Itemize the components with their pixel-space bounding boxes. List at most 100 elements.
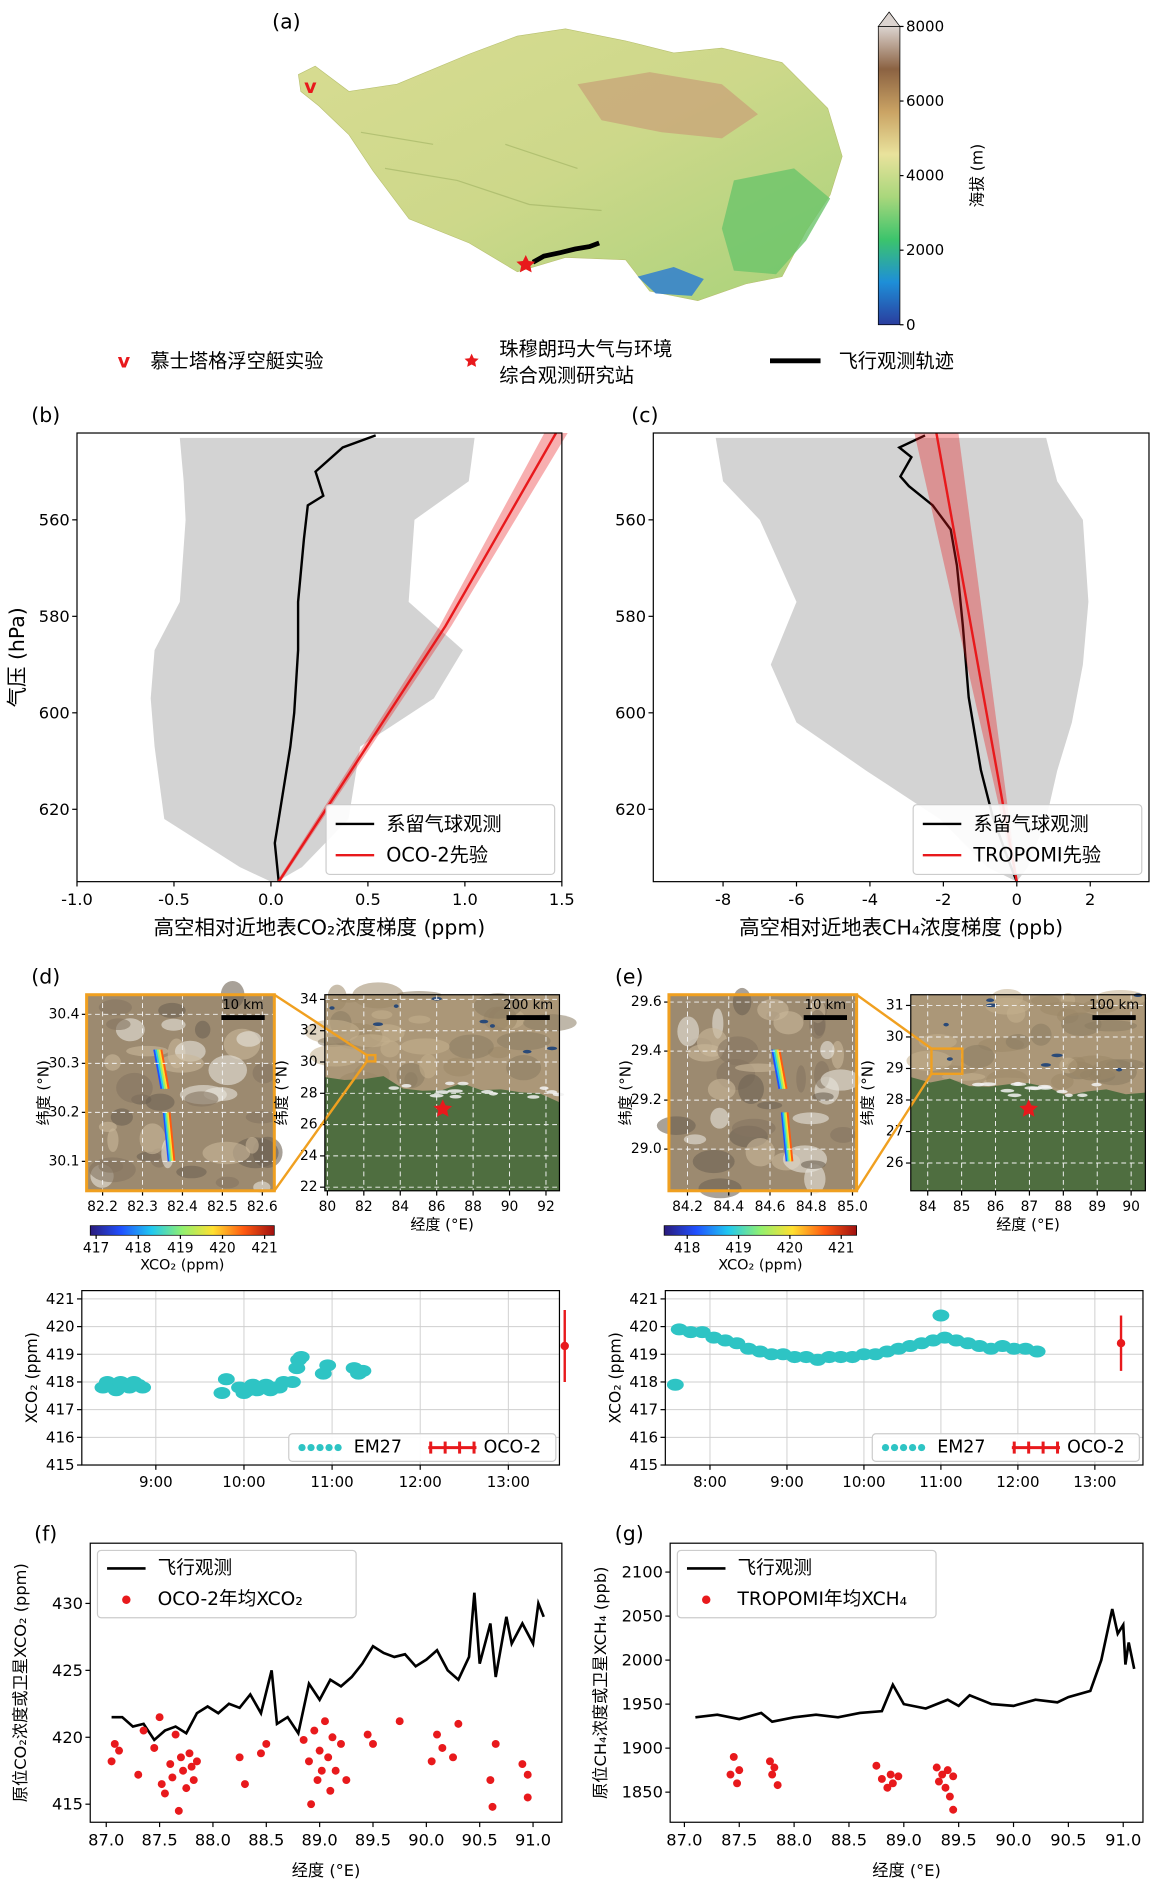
legend-swatch	[307, 1443, 315, 1452]
y-axis-label: 纬度 (°N)	[617, 1060, 635, 1125]
y-axis-label: 纬度 (°N)	[273, 1060, 291, 1125]
satellite-point	[438, 1744, 447, 1752]
legend-swatch	[881, 1443, 890, 1452]
oco2-point	[1116, 1339, 1126, 1348]
x-tick-label: -4	[862, 890, 878, 909]
colorbar-tick-label: 4000	[906, 167, 944, 185]
terrain-patch	[236, 1031, 262, 1047]
satellite-image	[304, 982, 577, 1191]
y-tick-label: 2100	[622, 1563, 663, 1582]
satellite-point	[240, 1780, 249, 1789]
y-tick-label: 30.4	[49, 1006, 80, 1022]
profile-line	[273, 434, 377, 882]
x-tick-label: 89.5	[355, 1831, 391, 1850]
terrain-patch	[176, 1165, 207, 1179]
flight-line	[695, 1608, 1136, 1724]
lowland	[910, 1077, 1146, 1191]
x-tick-label: 89	[1088, 1199, 1106, 1215]
terrain-patch	[419, 1054, 438, 1079]
colorbar-tick-label: 420	[209, 1241, 235, 1257]
satellite-point	[313, 1776, 322, 1785]
y-tick-label: 620	[39, 800, 70, 819]
terrain-patch	[731, 1118, 776, 1138]
envelope	[715, 437, 1089, 882]
em27-point	[217, 1373, 235, 1386]
terrain-patch	[104, 1054, 121, 1071]
snow	[1007, 1093, 1022, 1098]
track	[160, 1049, 170, 1090]
x-tick-label: 90	[501, 1199, 519, 1215]
y-tick-label: 415	[629, 1456, 658, 1474]
legend-label: TROPOMI年均XCH₄	[737, 1589, 908, 1610]
terrain-patch	[110, 1108, 133, 1126]
satellite-point	[427, 1757, 436, 1766]
terrain-patch	[349, 1034, 391, 1048]
track	[153, 1049, 163, 1090]
legend-box	[325, 804, 556, 876]
y-tick-label: 29.0	[631, 1141, 662, 1157]
plot-frame	[652, 432, 1150, 883]
x-tick-label: 10:00	[842, 1473, 885, 1491]
satellite-point	[886, 1770, 895, 1779]
y-tick-label: 416	[629, 1428, 658, 1446]
zoom-connector	[273, 993, 368, 1057]
terrain-patch	[145, 1093, 175, 1111]
x-tick-label: 82.4	[167, 1199, 198, 1215]
x-tick-label: 86	[987, 1199, 1005, 1215]
colorbar-tick-label: 419	[167, 1241, 193, 1257]
x-tick-label: 82.5	[207, 1199, 238, 1215]
track	[156, 1049, 166, 1090]
colorbar-label: 海拔 (m)	[967, 144, 986, 208]
satellite-point	[949, 1772, 958, 1781]
legend-label: OCO-2先验	[386, 844, 488, 867]
terrain-patch	[918, 1034, 957, 1050]
x-tick-label: 2	[1085, 890, 1095, 909]
lake	[943, 1022, 949, 1027]
lake	[329, 1006, 335, 1010]
satellite-point	[518, 1760, 527, 1769]
colorbar-tick-label: 8000	[906, 17, 944, 35]
satellite-point	[363, 1730, 372, 1739]
satellite-point	[773, 1781, 782, 1790]
y-tick-label: 30.2	[49, 1104, 80, 1120]
legend-box	[676, 1549, 937, 1619]
terrain-patch	[194, 1020, 211, 1039]
y-tick-label: 30.3	[49, 1055, 80, 1071]
y-tick-label: 560	[615, 510, 646, 529]
legend-box	[871, 1433, 1140, 1463]
satellite-point	[299, 1735, 308, 1744]
y-tick-label: 420	[52, 1728, 83, 1747]
satellite-point	[729, 1752, 738, 1761]
x-tick-label: 84.6	[755, 1199, 786, 1215]
lowland-blue	[637, 267, 704, 296]
plot-frame	[669, 1542, 1144, 1823]
x-tick-label: 89.0	[886, 1831, 922, 1850]
legend-label: 飞行观测轨迹	[839, 349, 954, 372]
track	[155, 1049, 165, 1090]
y-tick-label: 417	[46, 1401, 75, 1419]
satellite-point	[770, 1763, 779, 1772]
snow	[447, 1089, 463, 1093]
plot-frame	[89, 1542, 563, 1823]
colorbar-tick-label: 417	[83, 1241, 109, 1257]
satellite-point	[110, 1739, 119, 1748]
terrain-patch	[371, 1010, 393, 1020]
x-tick-label: 91.0	[1105, 1831, 1141, 1850]
satellite-point	[342, 1776, 351, 1785]
terrain-patch	[738, 1074, 764, 1105]
em27-point	[292, 1351, 310, 1364]
lake	[479, 1019, 489, 1024]
terrain-patch	[106, 1018, 131, 1031]
terrain-patch	[796, 1065, 806, 1093]
terrain-patch	[89, 1157, 136, 1183]
satellite-point	[938, 1770, 947, 1779]
colorbar-tick-label: 418	[125, 1241, 151, 1257]
snow	[401, 1084, 412, 1088]
satellite-point	[139, 1726, 148, 1735]
x-tick-label: 13:00	[1073, 1473, 1116, 1491]
profile-line	[277, 432, 558, 883]
satellite-point	[945, 1792, 954, 1801]
x-axis-label: 经度 (°E)	[872, 1861, 941, 1880]
y-tick-label: 421	[46, 1290, 75, 1308]
